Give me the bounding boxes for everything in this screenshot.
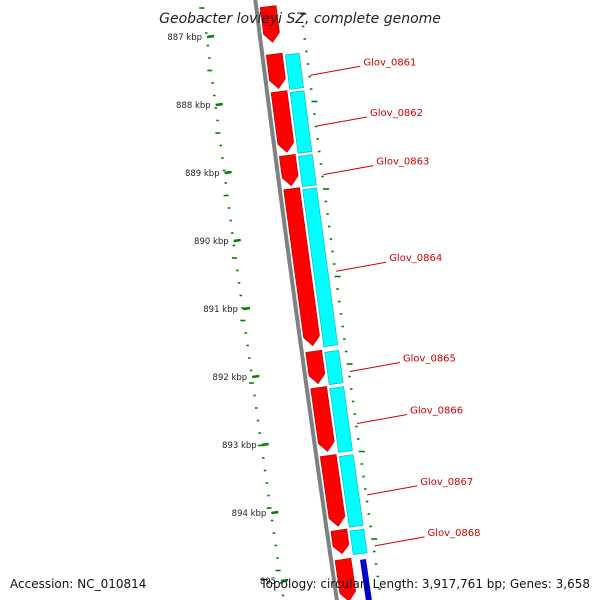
gene-label[interactable]: Glov_0867 [420,477,473,488]
gc-skew-track [199,7,381,597]
forward-cds-arrow[interactable] [330,528,350,555]
gene-label[interactable]: Glov_0861 [363,57,416,68]
reverse-cds-block[interactable] [298,154,317,188]
other-feature-block[interactable] [360,558,372,600]
scale-tick [224,170,232,175]
forward-cds-arrow[interactable] [283,187,321,347]
gene-label-leader [316,116,368,127]
scale-label: 891 kbp [203,305,238,315]
scale-tick [252,374,260,379]
gene-feature[interactable] [279,154,317,188]
scale-label: 889 kbp [185,169,220,179]
gene-feature[interactable] [330,528,368,556]
gene-label-leader [349,362,400,372]
gene-feature[interactable] [319,454,364,528]
gene-label[interactable]: Glov_0863 [376,157,429,168]
scale-tick [271,510,279,515]
gene-track [259,5,372,600]
gene-feature[interactable] [283,187,339,347]
scale-label: 892 kbp [213,373,248,383]
gene-feature[interactable] [305,349,344,385]
gene-label-leader [367,485,418,496]
gene-label-leader [336,261,387,272]
topology-text: Topology: circular; Length: 3,917,761 bp… [260,577,590,591]
forward-cds-arrow[interactable] [305,349,326,385]
scale-tick [261,442,269,447]
gene-feature[interactable] [310,386,353,453]
gene-feature[interactable] [270,90,313,154]
reverse-cds-block[interactable] [349,528,368,556]
gene-label-leader [374,536,425,547]
gene-feature[interactable] [265,52,304,90]
scale-label: 894 kbp [232,509,267,519]
scale-label: 890 kbp [194,237,229,247]
forward-cds-arrow[interactable] [319,454,346,527]
reverse-cds-block[interactable] [302,187,339,347]
scale-label: 887 kbp [167,33,202,43]
gene-label[interactable]: Glov_0862 [370,108,423,119]
scale-tick [206,34,215,39]
scale-tick [242,306,251,311]
reverse-cds-block[interactable] [324,350,344,385]
scale-tick [233,238,241,243]
forward-cds-arrow[interactable] [270,90,295,154]
backbone-track [253,0,339,600]
scale-label: 893 kbp [222,441,257,451]
forward-cds-arrow[interactable] [334,557,357,600]
gene-label[interactable]: Glov_0864 [389,253,442,264]
scale-label: 895 [260,577,276,587]
forward-cds-arrow[interactable] [259,5,280,44]
gene-labels: Glov_0861 Glov_0862 Glov_0863 Glov_0864 Glov… [310,57,481,547]
reverse-cds-block[interactable] [284,52,304,90]
backbone-line [253,0,339,600]
gene-label-leader [357,414,408,424]
map-title: Geobacter lovleyi SZ, complete genome [159,11,441,27]
scale-tick [280,578,289,583]
forward-cds-arrow[interactable] [279,154,299,187]
scale-tick [215,102,223,107]
scale-track: 887 kbp 888 kbp 889 kbp 890 kbp 891 kbp 892 k… [167,33,289,587]
gene-label-leader [323,165,374,176]
reverse-cds-block[interactable] [338,454,364,528]
scale-label: 888 kbp [176,101,211,111]
gene-label[interactable]: Glov_0866 [410,406,463,417]
gene-label[interactable]: Glov_0868 [428,528,481,539]
reverse-cds-block[interactable] [329,386,353,453]
forward-cds-arrow[interactable] [265,52,286,90]
reverse-cds-block[interactable] [289,90,313,154]
forward-cds-arrow[interactable] [310,386,336,452]
gene-label[interactable]: Glov_0865 [403,354,456,365]
gene-feature[interactable] [334,557,372,600]
accession-text: Accession: NC_010814 [10,577,147,591]
gene-label-leader [310,65,361,76]
gene-feature[interactable] [259,5,280,44]
